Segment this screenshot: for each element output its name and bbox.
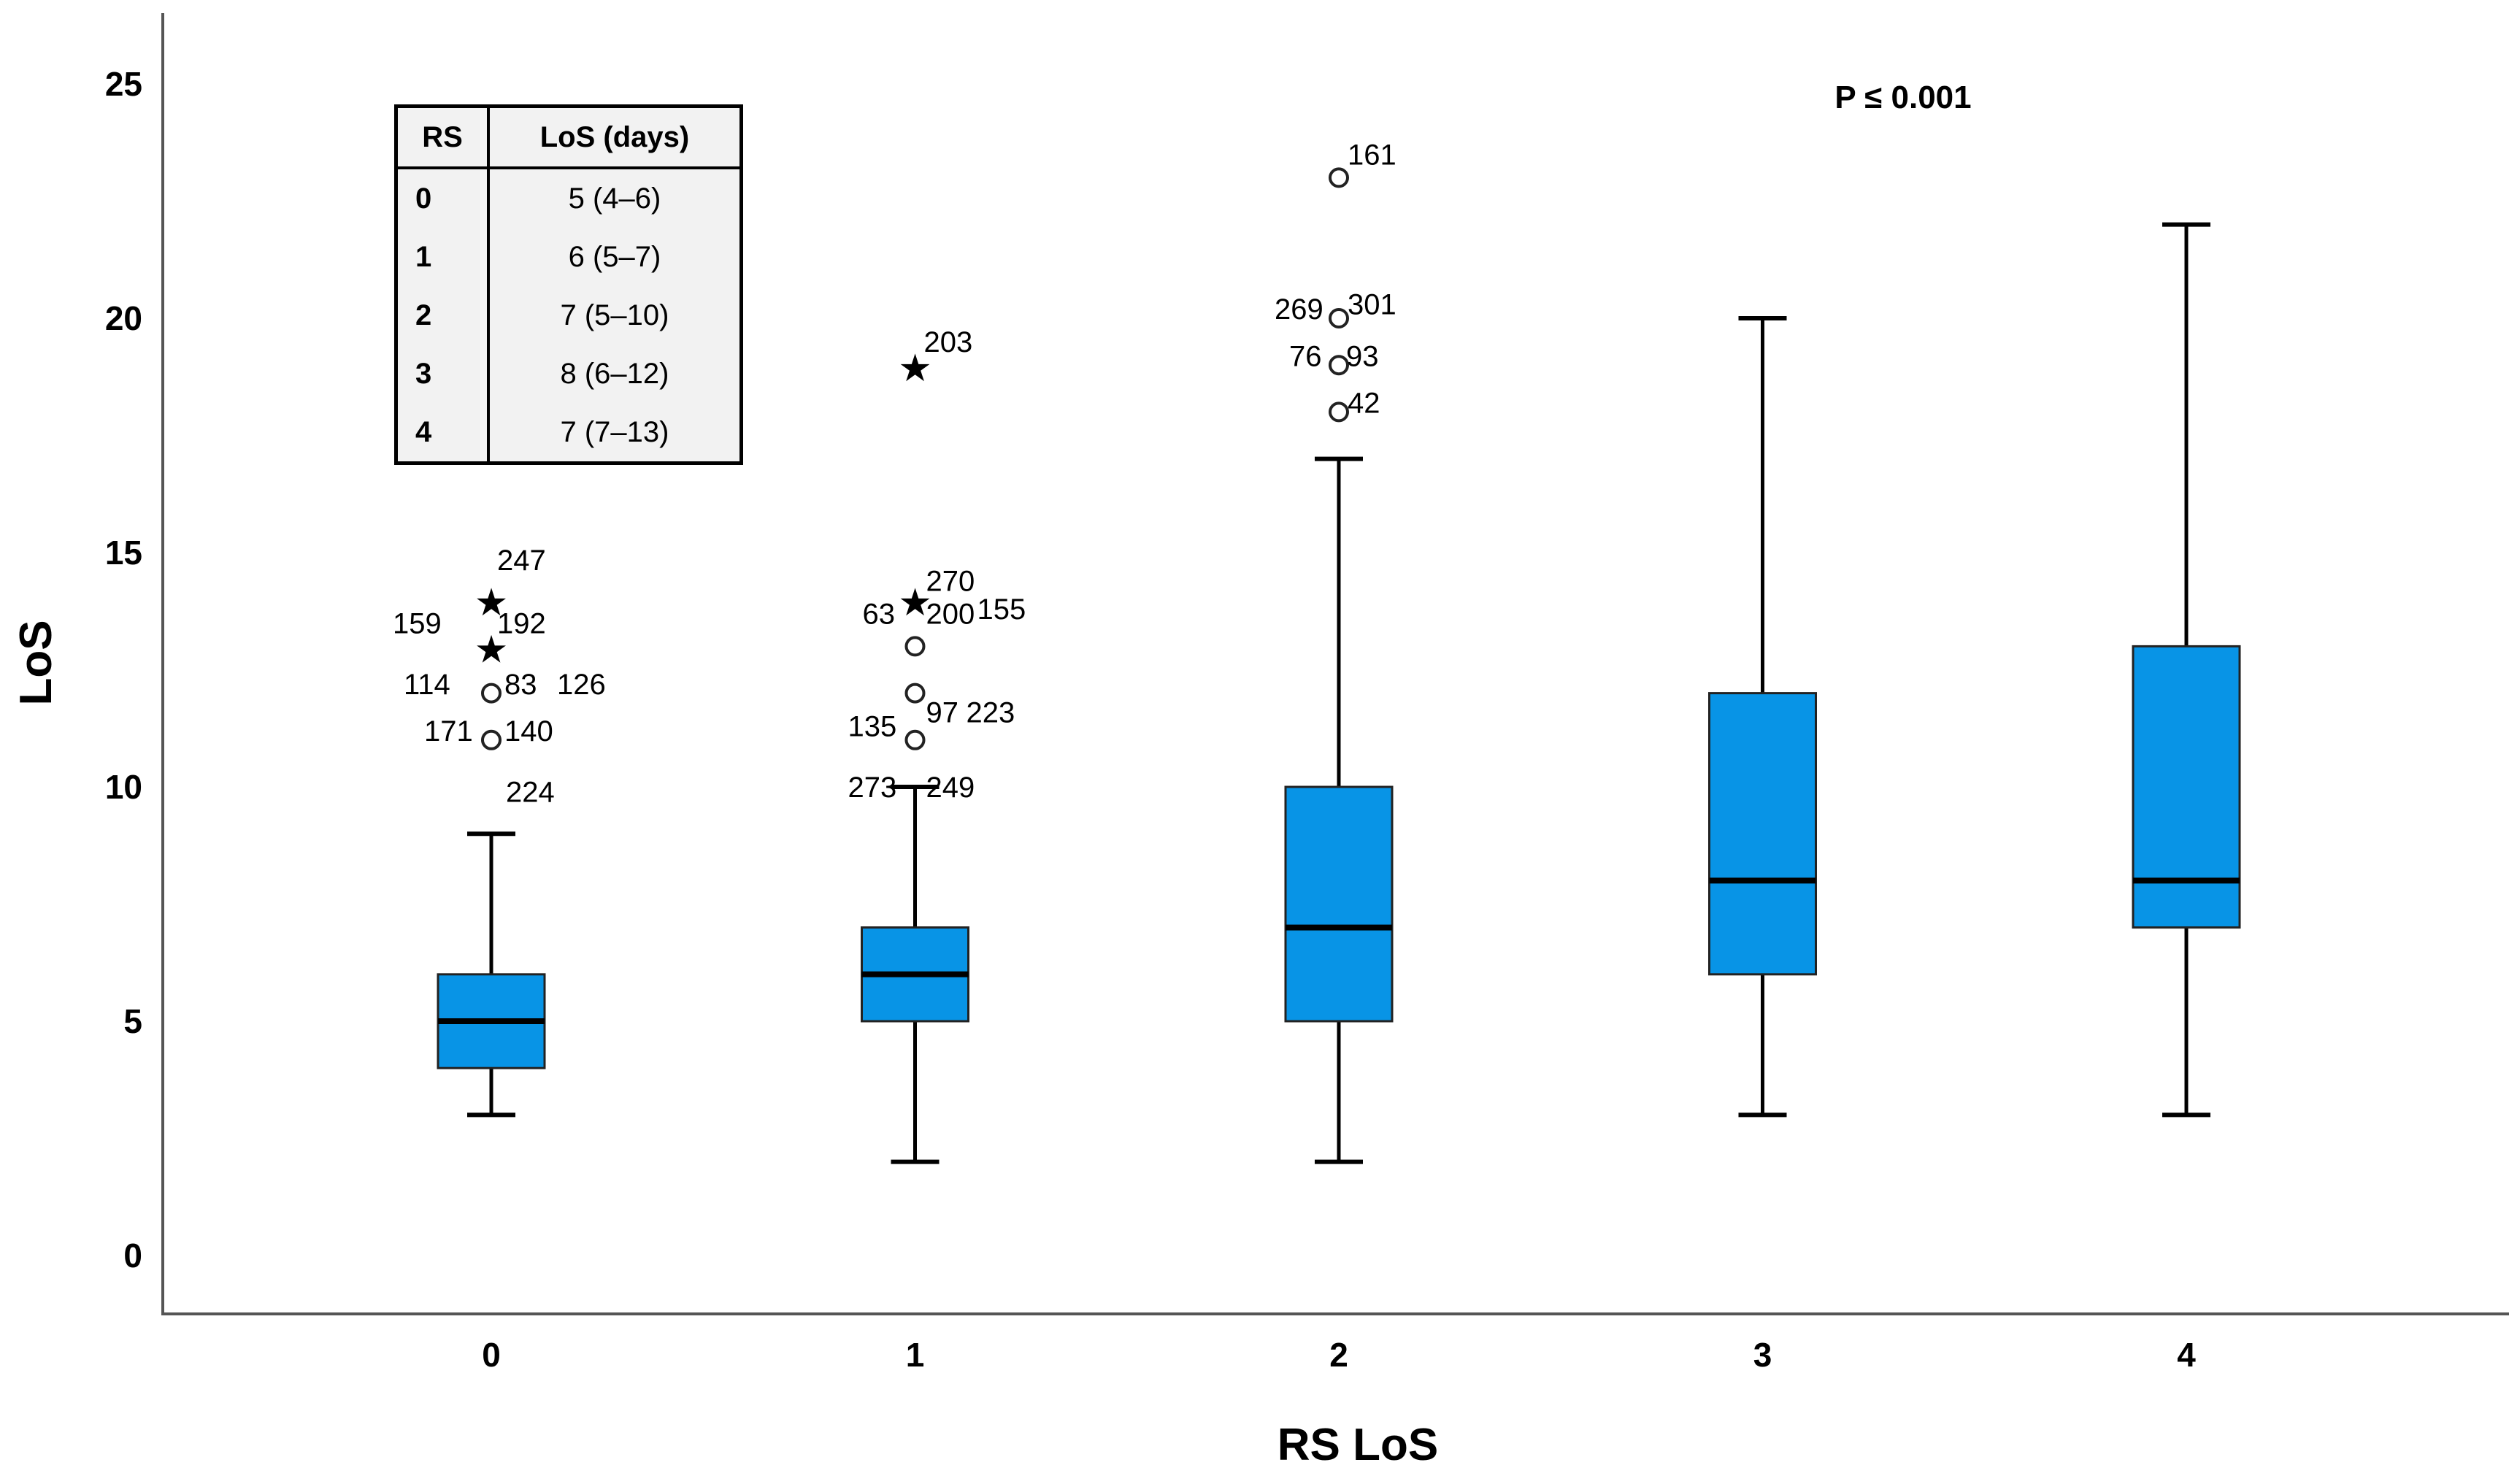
iqr-box: [2132, 645, 2241, 929]
y-tick-label: 10: [105, 768, 142, 806]
x-tick-labels: 0 1 2 3 4: [482, 1336, 2196, 1374]
outlier-id-label: 249: [926, 772, 975, 804]
outlier-circle-marker: [1329, 355, 1349, 376]
table-cell-los: 5 (4–6): [488, 168, 743, 228]
outlier-circle-marker: [481, 683, 502, 704]
outlier-id-label: 203: [924, 326, 973, 358]
table-cell-los: 8 (6–12): [488, 345, 743, 403]
outlier-id-label: 270: [926, 566, 975, 598]
table-row: 4 7 (7–13): [396, 403, 743, 464]
table-header-row: RS LoS (days): [396, 106, 743, 169]
outlier-id-label: 83: [504, 669, 537, 701]
outlier-id-label: 140: [504, 715, 553, 747]
outlier-id-label: 192: [497, 607, 546, 639]
outlier-id-label: 224: [506, 776, 555, 808]
x-tick-label: 4: [2177, 1336, 2196, 1374]
outlier-id-label: 126: [557, 669, 606, 701]
outlier-circle-marker: [904, 729, 926, 750]
outlier-star-marker: ★: [898, 581, 932, 625]
outlier-id-label: 97: [926, 696, 959, 728]
outlier-id-label: 93: [1346, 340, 1379, 372]
outlier-id-label: 161: [1348, 139, 1396, 171]
outlier-circle-marker: [904, 683, 926, 704]
box-series: [437, 222, 2241, 1164]
y-tick-label: 15: [105, 534, 142, 572]
p-value-annotation: P ≤ 0.001: [1834, 80, 1971, 115]
outlier-id-label: 114: [404, 669, 450, 701]
table-cell-los: 7 (7–13): [488, 403, 743, 464]
table-cell-rs: 0: [396, 168, 490, 228]
table-row: 1 6 (5–7): [396, 228, 743, 286]
table-cell-los: 7 (5–10): [488, 286, 743, 345]
outlier-id-label: 42: [1348, 388, 1380, 420]
table-row: 2 7 (5–10): [396, 286, 743, 345]
table-row: 3 8 (6–12): [396, 345, 743, 403]
outlier-star-marker: ★: [474, 581, 509, 625]
x-axis-title: RS LoS: [1277, 1420, 1438, 1470]
outlier-id-label: 155: [977, 593, 1026, 626]
outlier-id-label: 301: [1348, 289, 1396, 321]
iqr-box: [1284, 785, 1394, 1023]
outlier-id-label: 135: [848, 711, 897, 743]
outlier-circle-marker: [904, 636, 926, 657]
iqr-box: [1708, 692, 1817, 976]
table-row: 0 5 (4–6): [396, 168, 743, 228]
outlier-circle-marker: [481, 729, 502, 750]
y-tick-label: 5: [123, 1002, 142, 1040]
outlier-star-marker: ★: [898, 347, 932, 391]
outlier-id-label: 273: [848, 772, 897, 804]
table-header-rs: RS: [396, 106, 490, 169]
table-cell-rs: 4: [396, 403, 490, 464]
x-tick-label: 0: [482, 1336, 501, 1374]
outlier-id-label: 76: [1289, 340, 1322, 372]
x-tick-label: 3: [1753, 1336, 1772, 1374]
table-cell-rs: 2: [396, 286, 490, 345]
x-tick-label: 2: [1329, 1336, 1348, 1374]
outlier-circle-marker: [1329, 167, 1349, 188]
outlier-circle-marker: [1329, 308, 1349, 328]
y-tick-label: 25: [105, 65, 142, 103]
table-cell-los: 6 (5–7): [488, 228, 743, 286]
y-tick-labels: 0 5 10 15 20 25: [105, 65, 142, 1275]
outlier-star-marker: ★: [474, 628, 509, 672]
summary-table: RS LoS (days) 0 5 (4–6) 1 6 (5–7) 2 7 (5…: [394, 104, 743, 465]
outlier-id-label: 223: [967, 696, 1015, 728]
table-cell-rs: 1: [396, 228, 490, 286]
outlier-id-label: 200: [926, 598, 975, 630]
outlier-id-label: 171: [424, 715, 473, 747]
outlier-id-label: 63: [863, 598, 896, 630]
outlier-id-label: 247: [497, 545, 546, 577]
outlier-id-label: 159: [393, 607, 442, 639]
x-tick-label: 1: [906, 1336, 925, 1374]
y-axis-title: LoS: [11, 620, 61, 705]
table-cell-rs: 3: [396, 345, 490, 403]
outlier-id-label: 269: [1275, 293, 1323, 326]
outlier-circle-marker: [1329, 401, 1349, 423]
y-tick-label: 20: [105, 299, 142, 337]
outlier-markers: ★★★★: [474, 167, 1349, 750]
y-tick-label: 0: [123, 1237, 142, 1275]
table-header-los: LoS (days): [488, 106, 743, 169]
